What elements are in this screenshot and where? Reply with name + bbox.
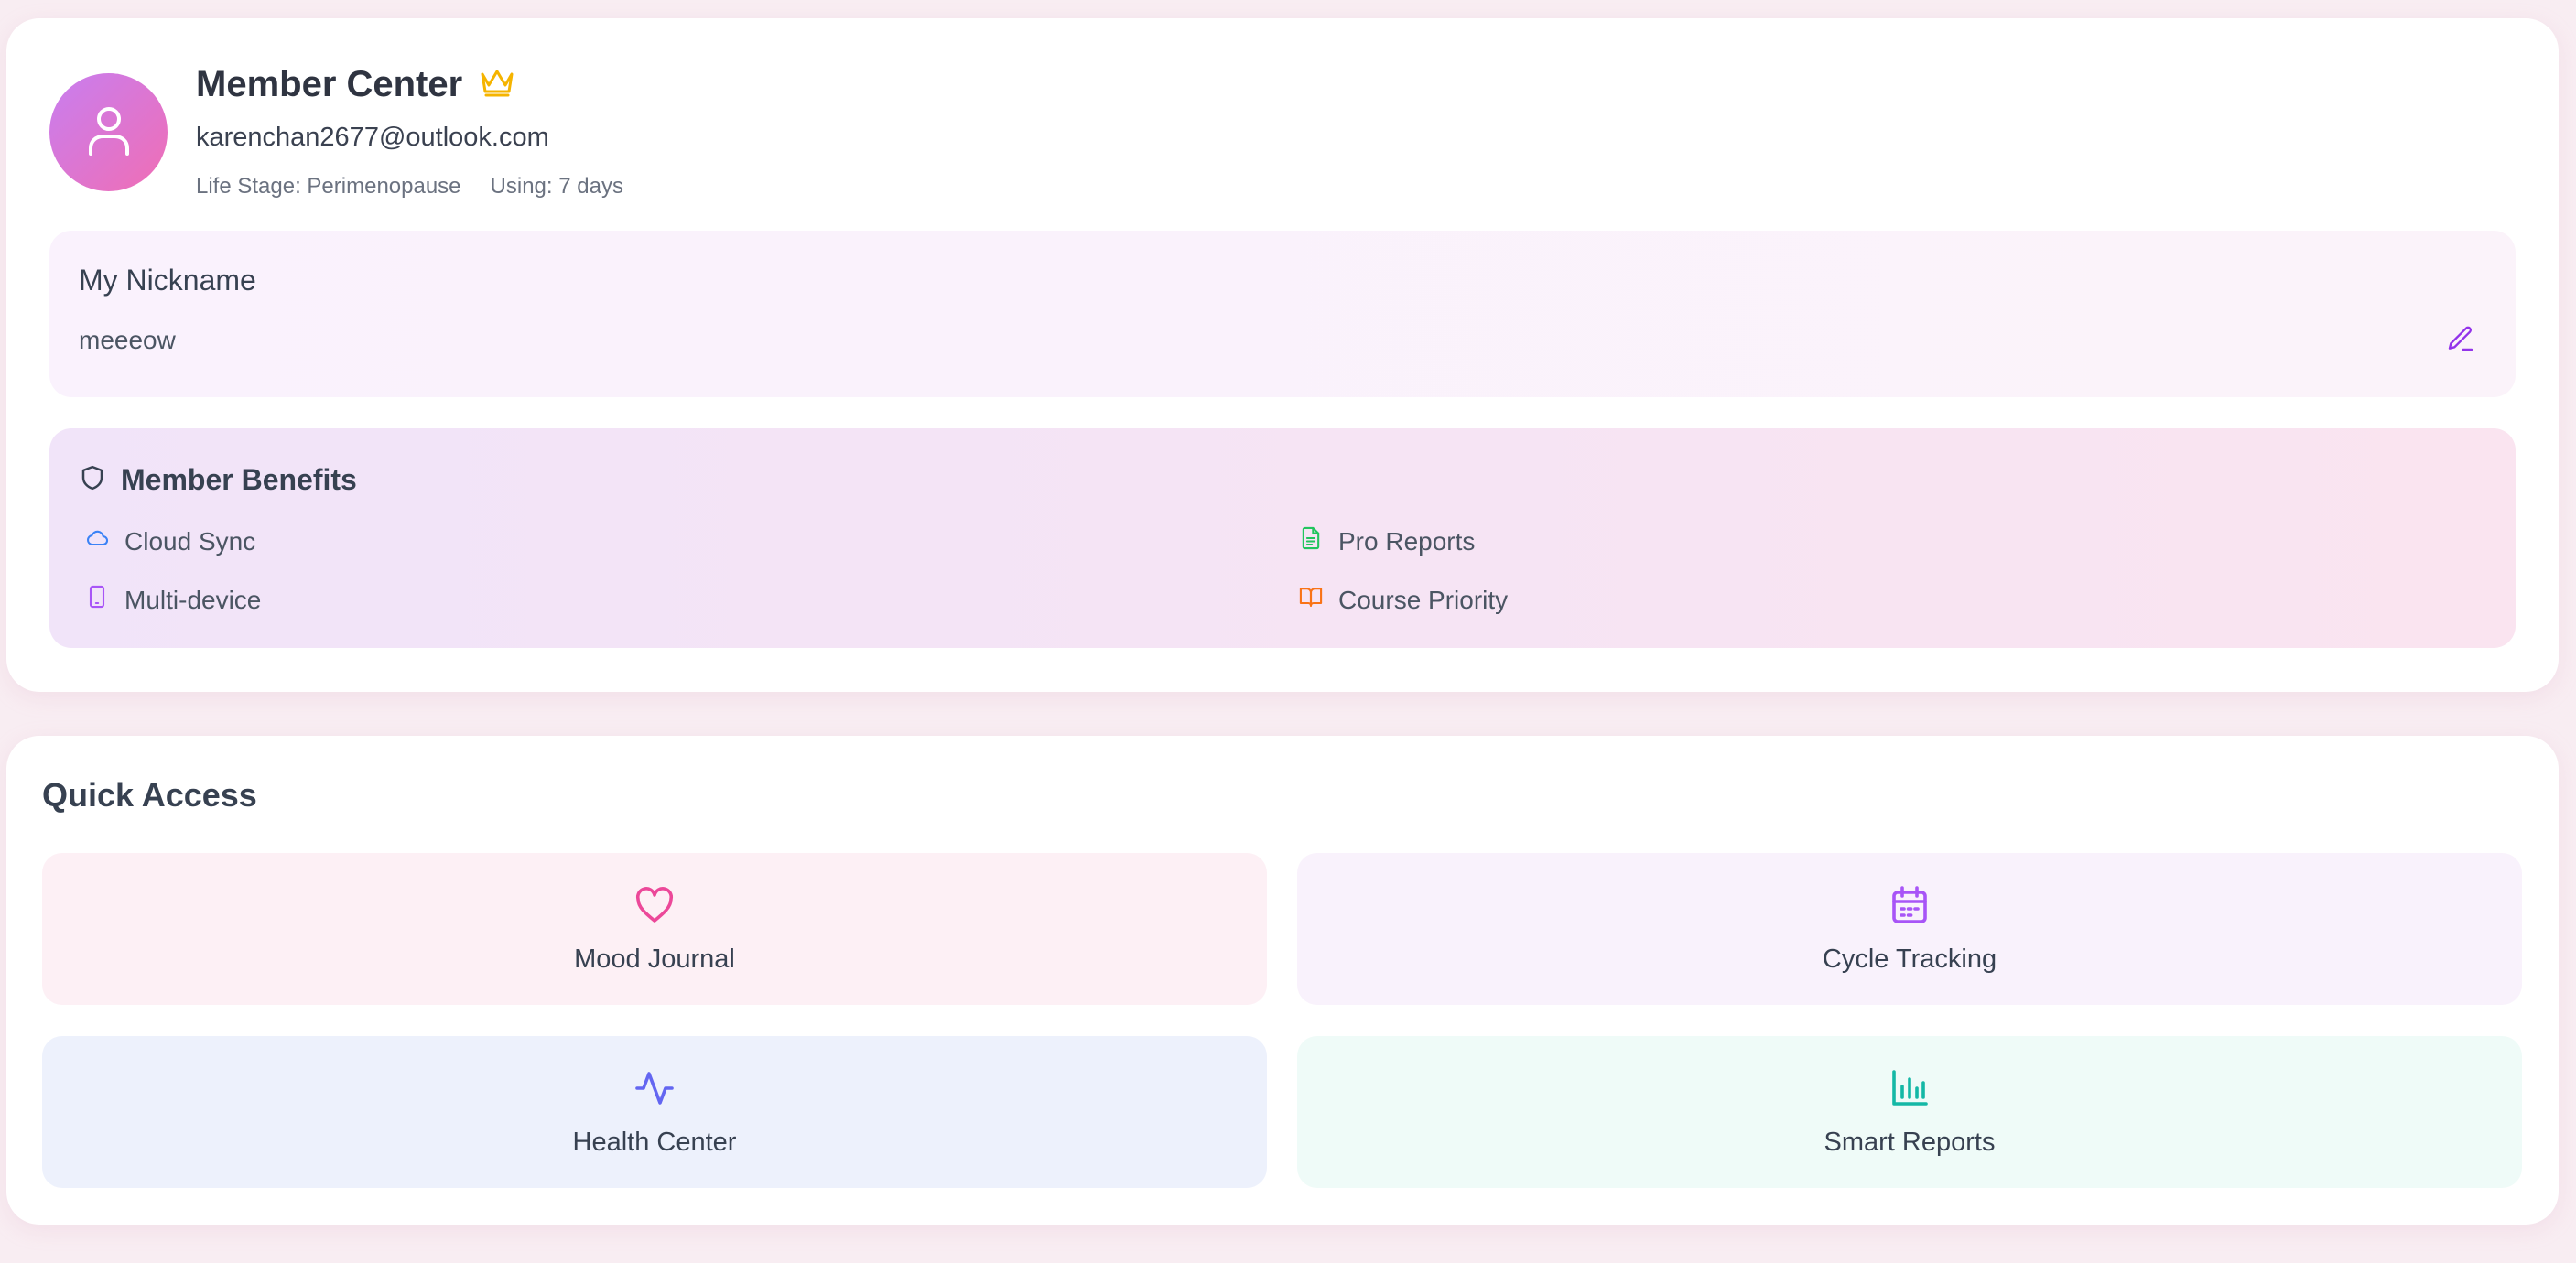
file-text-icon — [1298, 525, 1324, 557]
cloud-icon — [84, 525, 110, 557]
benefits-header: Member Benefits — [79, 463, 357, 497]
tile-mood-journal[interactable]: Mood Journal — [42, 853, 1267, 1005]
nickname-value: meeeow — [79, 326, 176, 354]
quick-access-card: Quick Access Mood Journal Cycle Tracking — [6, 736, 2559, 1225]
heart-icon — [633, 883, 676, 932]
book-open-icon — [1298, 584, 1324, 616]
quick-access-title: Quick Access — [42, 776, 257, 814]
tile-cycle-tracking[interactable]: Cycle Tracking — [1297, 853, 2522, 1005]
benefit-label: Multi-device — [124, 585, 262, 614]
tile-health-center[interactable]: Health Center — [42, 1036, 1267, 1188]
nickname-label: My Nickname — [79, 264, 256, 297]
bar-chart-icon — [1888, 1066, 1932, 1115]
tile-label: Health Center — [572, 1128, 737, 1157]
benefit-course-priority: Course Priority — [1298, 584, 1508, 616]
tablet-icon — [84, 584, 110, 616]
user-icon — [85, 103, 133, 162]
benefit-label: Pro Reports — [1338, 526, 1476, 556]
shield-icon — [79, 463, 106, 497]
avatar[interactable] — [49, 73, 168, 191]
page-title: Member Center — [196, 64, 463, 104]
tile-label: Smart Reports — [1824, 1128, 1996, 1157]
life-stage-text: Life Stage: Perimenopause — [196, 174, 461, 199]
tile-smart-reports[interactable]: Smart Reports — [1297, 1036, 2522, 1188]
benefits-title: Member Benefits — [121, 463, 357, 496]
member-meta: Life Stage: Perimenopause Using: 7 days — [196, 174, 623, 200]
calendar-icon — [1888, 883, 1932, 932]
benefit-cloud-sync: Cloud Sync — [84, 525, 255, 557]
member-profile-card: Member Center karenchan2677@outlook.com … — [6, 18, 2559, 692]
benefit-pro-reports: Pro Reports — [1298, 525, 1475, 557]
usage-days-text: Using: 7 days — [490, 174, 623, 199]
crown-icon — [479, 67, 515, 103]
edit-nickname-button[interactable] — [2442, 322, 2479, 359]
activity-icon — [633, 1066, 676, 1115]
title-row: Member Center — [196, 64, 515, 105]
pencil-icon — [2446, 324, 2475, 358]
tile-label: Cycle Tracking — [1822, 945, 1997, 974]
benefit-label: Cloud Sync — [124, 526, 256, 556]
user-email: karenchan2677@outlook.com — [196, 123, 549, 152]
nickname-section: My Nickname meeeow — [49, 231, 2516, 397]
member-benefits-section: Member Benefits Cloud Sync Pro Repor — [49, 428, 2516, 648]
tile-label: Mood Journal — [574, 945, 735, 974]
benefit-label: Course Priority — [1338, 585, 1509, 614]
benefit-multi-device: Multi-device — [84, 584, 261, 616]
